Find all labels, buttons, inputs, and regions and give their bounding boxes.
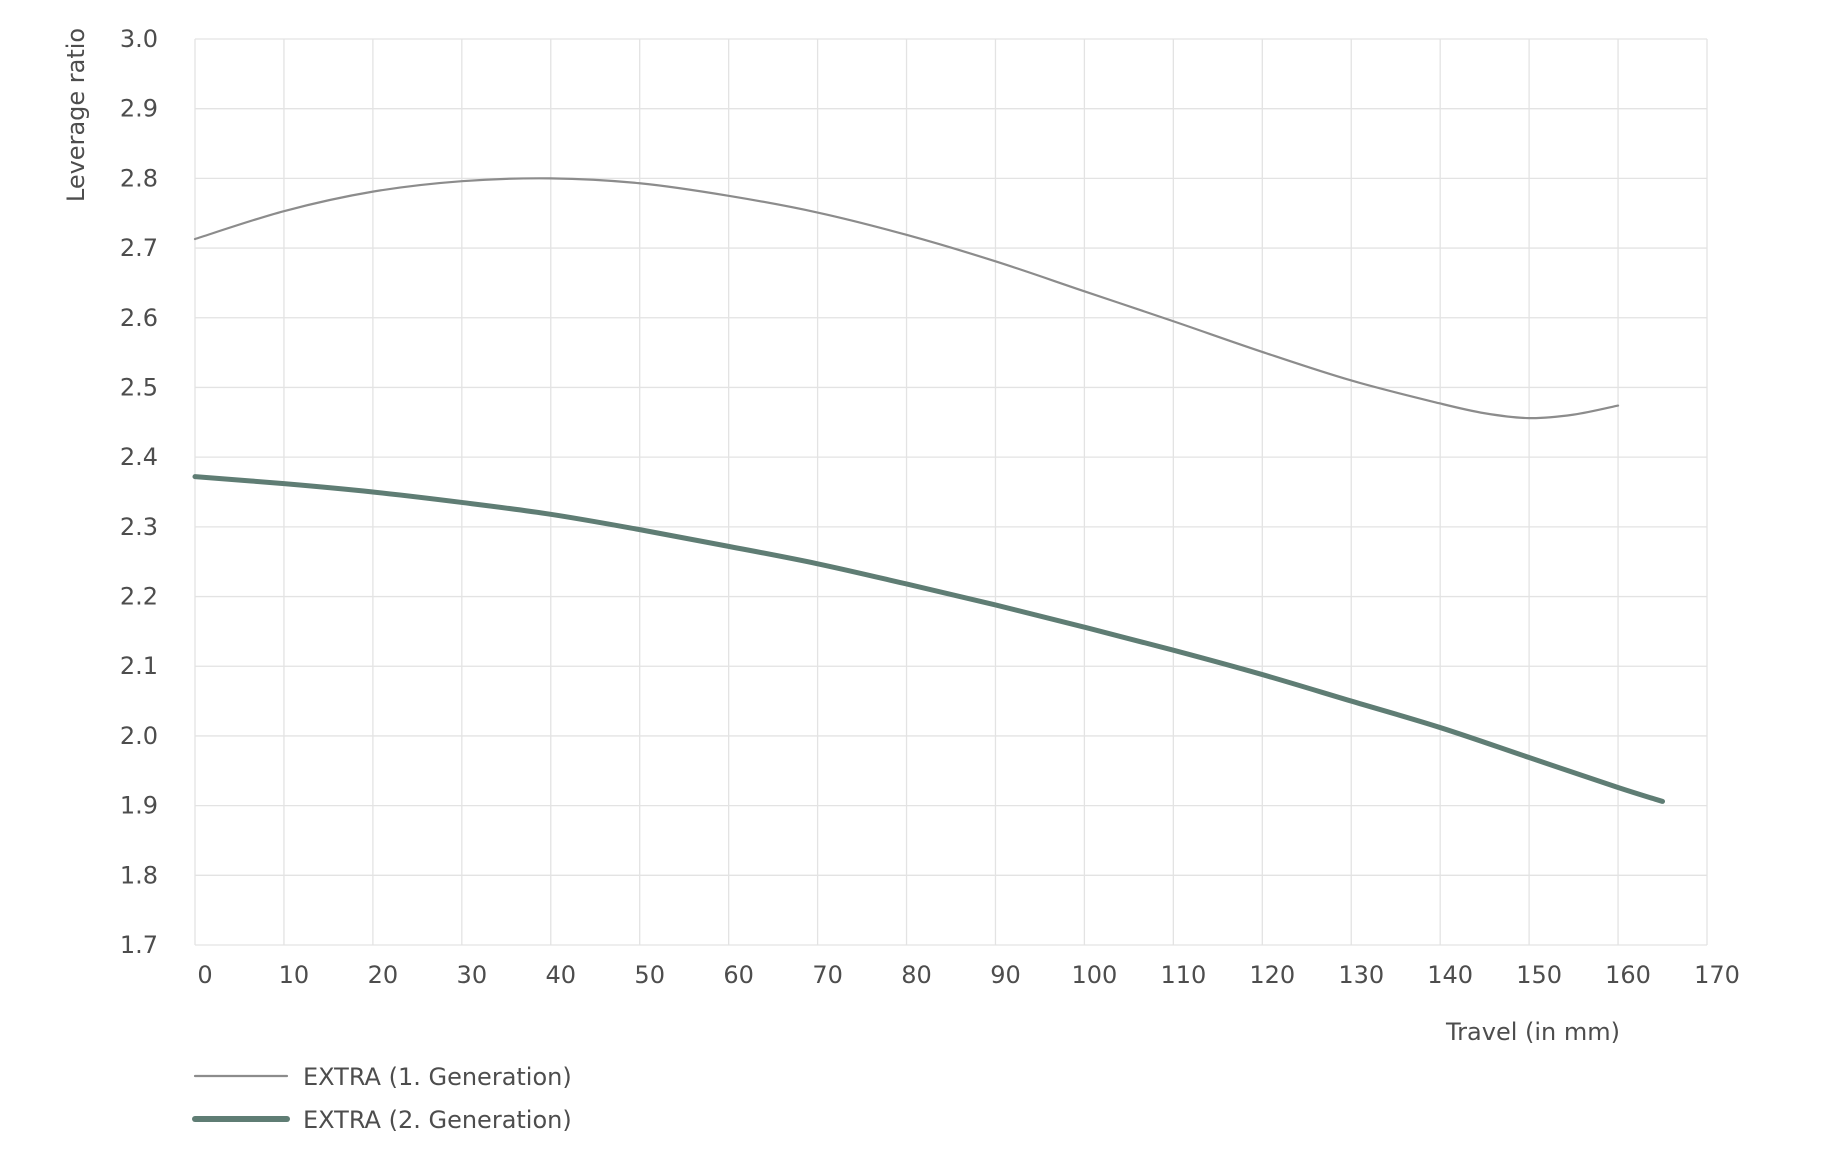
x-tick-label: 40 — [545, 961, 576, 989]
x-tick-label: 30 — [457, 961, 488, 989]
legend-label-2: EXTRA (2. Generation) — [303, 1106, 572, 1134]
series-line-1 — [193, 177, 1620, 420]
y-tick-label: 1.9 — [120, 792, 158, 820]
series-line-2 — [192, 474, 1666, 804]
x-tick-label: 0 — [197, 961, 212, 989]
y-tick-label: 2.2 — [120, 583, 158, 611]
legend: EXTRA (1. Generation) EXTRA (2. Generatio… — [192, 1063, 572, 1134]
y-tick-label: 2.9 — [120, 95, 158, 123]
x-tick-label: 50 — [634, 961, 665, 989]
legend-label-1: EXTRA (1. Generation) — [303, 1063, 572, 1091]
x-tick-label: 60 — [723, 961, 754, 989]
x-tick-label: 10 — [279, 961, 310, 989]
tick-labels: 0 10 20 30 40 50 60 70 80 90 100 110 120 130 140 150 160… — [120, 25, 1740, 989]
x-tick-label: 160 — [1605, 961, 1651, 989]
y-tick-label: 3.0 — [120, 25, 158, 53]
x-tick-label: 150 — [1516, 961, 1562, 989]
y-tick-label: 2.6 — [120, 304, 158, 332]
x-tick-label: 120 — [1249, 961, 1295, 989]
y-tick-label: 1.7 — [120, 931, 158, 959]
y-tick-label: 2.4 — [120, 443, 158, 471]
x-tick-label: 140 — [1427, 961, 1473, 989]
x-tick-label: 70 — [812, 961, 843, 989]
y-tick-label: 2.5 — [120, 373, 158, 401]
x-tick-label: 80 — [901, 961, 932, 989]
y-tick-label: 2.1 — [120, 652, 158, 680]
grid — [194, 38, 1708, 946]
x-axis-title: Travel (in mm) — [1445, 1018, 1620, 1046]
x-tick-label: 170 — [1694, 961, 1740, 989]
x-tick-label: 130 — [1338, 961, 1384, 989]
y-tick-label: 2.0 — [120, 722, 158, 750]
y-tick-label: 1.8 — [120, 861, 158, 889]
x-tick-label: 110 — [1160, 961, 1206, 989]
y-tick-label: 2.3 — [120, 513, 158, 541]
x-tick-label: 20 — [368, 961, 399, 989]
x-tick-label: 90 — [990, 961, 1021, 989]
axis-titles: Travel (in mm) Leverage ratio — [62, 28, 1620, 1046]
series-lines — [192, 177, 1666, 804]
y-tick-label: 2.8 — [120, 164, 158, 192]
y-axis-title: Leverage ratio — [62, 28, 90, 202]
y-tick-label: 2.7 — [120, 234, 158, 262]
x-tick-label: 100 — [1072, 961, 1118, 989]
